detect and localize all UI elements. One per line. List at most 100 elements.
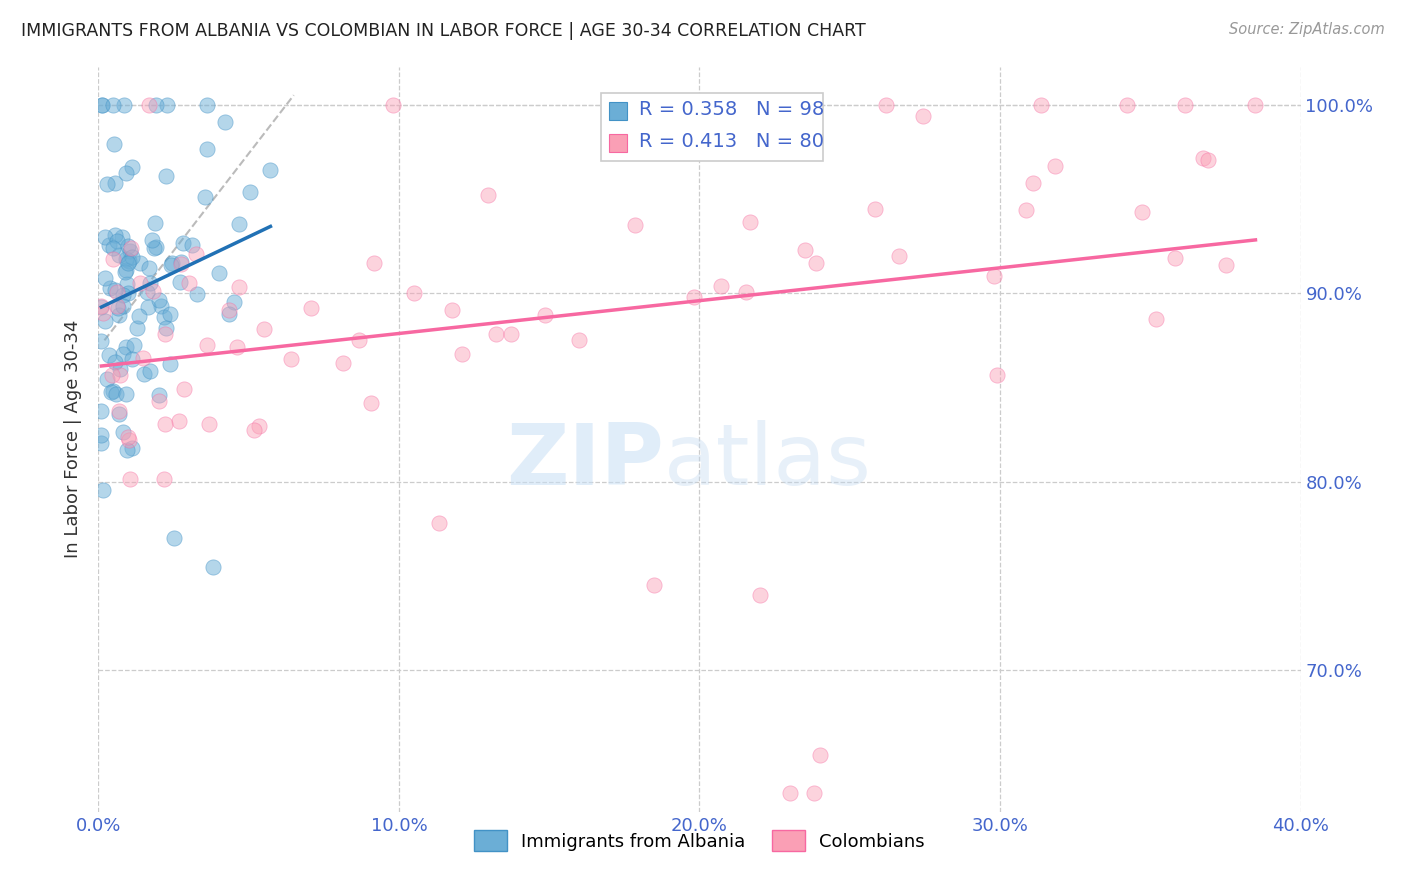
Point	[195, 142, 218, 156]
Point	[152, 472, 174, 486]
Point	[94, 313, 117, 327]
Point	[1192, 151, 1215, 165]
Point	[136, 300, 159, 314]
Point	[111, 425, 134, 439]
Point	[169, 414, 191, 428]
Point	[259, 162, 281, 177]
Point	[97, 238, 120, 252]
Point	[243, 423, 266, 437]
Point	[104, 227, 127, 242]
Point	[90, 334, 112, 349]
Point	[135, 285, 157, 299]
Point	[145, 97, 167, 112]
Text: R = 0.413   N = 80: R = 0.413 N = 80	[640, 132, 824, 151]
Point	[249, 419, 271, 434]
Point	[108, 368, 131, 382]
Point	[499, 327, 522, 342]
Point	[160, 256, 183, 270]
Point	[1174, 97, 1197, 112]
Point	[103, 252, 125, 267]
Point	[128, 255, 150, 269]
Point	[121, 160, 143, 174]
Point	[195, 98, 218, 112]
Point	[145, 216, 167, 230]
Point	[107, 404, 129, 418]
Point	[441, 302, 464, 317]
Point	[117, 285, 139, 300]
Point	[427, 516, 450, 530]
Point	[683, 290, 706, 304]
Point	[218, 307, 240, 321]
Point	[139, 364, 162, 378]
Point	[148, 387, 170, 401]
Point	[120, 241, 142, 255]
Point	[90, 404, 112, 418]
Point	[105, 299, 128, 313]
Text: atlas: atlas	[664, 420, 872, 503]
Point	[155, 321, 177, 335]
Point	[1144, 312, 1167, 326]
Point	[112, 346, 135, 360]
Point	[98, 348, 121, 362]
Point	[181, 237, 204, 252]
Point	[115, 386, 138, 401]
Point	[111, 299, 134, 313]
Point	[90, 428, 112, 442]
Point	[115, 277, 138, 292]
Point	[132, 351, 155, 366]
Point	[184, 247, 207, 261]
Point	[710, 278, 733, 293]
Point	[738, 215, 761, 229]
Point	[155, 169, 177, 184]
Point	[332, 356, 354, 370]
Point	[138, 277, 160, 291]
Point	[170, 255, 193, 269]
Point	[173, 382, 195, 396]
Point	[734, 285, 756, 299]
Point	[194, 190, 217, 204]
Point	[360, 396, 382, 410]
Point	[222, 295, 245, 310]
Point	[103, 136, 125, 151]
Point	[1015, 202, 1038, 217]
Text: Source: ZipAtlas.com: Source: ZipAtlas.com	[1229, 22, 1385, 37]
Point	[103, 283, 125, 297]
Point	[114, 340, 136, 354]
Point	[100, 384, 122, 399]
Point	[148, 293, 170, 308]
Point	[101, 384, 124, 398]
Point	[118, 244, 141, 259]
Point	[91, 306, 114, 320]
Point	[299, 301, 322, 315]
Point	[101, 368, 124, 382]
Point	[214, 115, 236, 129]
Point	[141, 233, 163, 247]
Point	[121, 441, 143, 455]
Point	[198, 417, 221, 431]
Point	[104, 355, 127, 369]
Point	[485, 326, 508, 341]
Point	[253, 322, 276, 336]
Point	[105, 234, 128, 248]
Point	[115, 442, 138, 457]
Text: ZIP: ZIP	[506, 420, 664, 503]
Point	[155, 326, 177, 341]
Point	[107, 301, 129, 315]
Point	[159, 308, 181, 322]
Point	[1022, 176, 1045, 190]
Point	[96, 372, 118, 386]
Point	[118, 472, 141, 486]
Point	[228, 280, 250, 294]
Point	[170, 257, 193, 271]
Point	[112, 288, 135, 302]
Point	[128, 310, 150, 324]
Point	[186, 286, 208, 301]
Point	[125, 321, 148, 335]
Point	[156, 97, 179, 112]
Point	[94, 271, 117, 285]
Point	[381, 97, 404, 112]
Point	[160, 259, 183, 273]
Point	[105, 285, 128, 300]
Point	[90, 300, 112, 314]
Point	[1244, 97, 1267, 112]
